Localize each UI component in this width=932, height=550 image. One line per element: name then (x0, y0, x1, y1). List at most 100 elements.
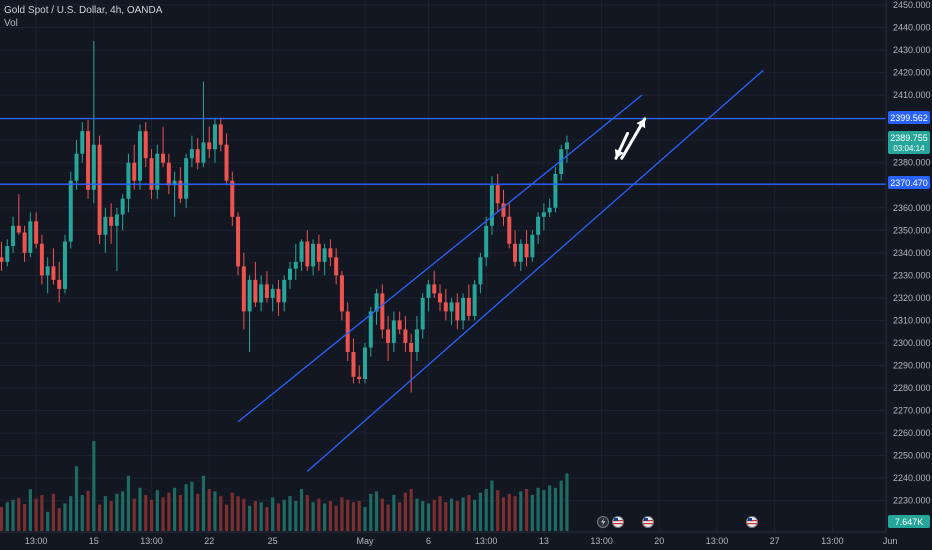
candle-body (137, 131, 142, 181)
candle-body (305, 241, 310, 267)
candle-body (218, 124, 223, 145)
time-axis[interactable]: 13:00 15 13:00 22 25 May 6 13:00 13 13:00 20 13:00 2… (25, 536, 897, 546)
candle (288, 261, 292, 289)
candle-body (282, 279, 287, 303)
candle-body (322, 248, 327, 262)
trend-channel[interactable] (237, 69, 764, 472)
candle-body (57, 279, 62, 289)
price-tick-label: 2310.000 (893, 315, 931, 325)
projection-arrow (614, 131, 630, 160)
candle (345, 302, 350, 361)
candle-body (386, 329, 391, 343)
candle-body (443, 302, 448, 312)
symbol-title[interactable]: Gold Spot / U.S. Dollar, 4h, OANDA (4, 5, 163, 16)
candle (530, 230, 535, 262)
candle-body (91, 144, 96, 190)
candle-body (22, 232, 27, 253)
candle (5, 239, 10, 267)
candle (276, 279, 281, 316)
event-icons[interactable] (597, 516, 758, 528)
candle-body (449, 302, 454, 312)
candle-body (172, 180, 177, 186)
candle (74, 140, 79, 190)
price-label-current[interactable]: 2389.755 03:04:14 (888, 131, 930, 154)
volume-bar (28, 489, 32, 531)
volume-bar (328, 501, 332, 531)
candle-body (484, 225, 489, 258)
candle (0, 241, 4, 271)
volume-bar (271, 497, 275, 531)
volume-bar (276, 503, 281, 531)
candle (513, 230, 518, 267)
candle-body (397, 320, 402, 330)
volume-bar (432, 499, 436, 531)
horizontal-levels[interactable] (0, 117, 886, 185)
price-tick-label: 2260.000 (893, 428, 931, 438)
candle (564, 135, 569, 163)
countdown-text: 03:04:14 (893, 144, 925, 153)
candle (39, 234, 44, 285)
volume-bar (173, 487, 177, 531)
candle (16, 194, 21, 235)
candle (293, 243, 298, 280)
volume-value-label[interactable]: 7.647K (888, 515, 930, 528)
volume-bar (299, 489, 304, 531)
candle-body (114, 214, 119, 226)
volume-bar (161, 497, 165, 531)
us-flag-icon[interactable] (746, 516, 758, 528)
price-label-level-low-text: 2370.470 (890, 178, 928, 188)
candle-body (501, 203, 506, 217)
candle (236, 212, 241, 276)
volume-bar (363, 507, 367, 531)
candle (316, 234, 321, 271)
candle-body (524, 243, 529, 258)
candle (109, 203, 114, 244)
projection-arrows[interactable] (614, 117, 647, 160)
volume-bar (369, 493, 373, 531)
price-label-level-high[interactable]: 2399.562 (888, 111, 930, 124)
volume-bar (340, 497, 344, 531)
candle-body (368, 311, 373, 348)
volume-value-text: 7.647K (895, 517, 924, 527)
candle-body (357, 376, 362, 379)
candle (91, 41, 96, 204)
time-tick-label: 27 (770, 536, 780, 546)
volume-bar (11, 499, 15, 531)
us-flag-icon[interactable] (612, 516, 624, 528)
candle (207, 126, 212, 159)
us-flag-icon[interactable] (642, 516, 654, 528)
candle (420, 293, 425, 339)
candle-body (455, 302, 460, 321)
candle-body (28, 221, 33, 253)
candle-body (559, 149, 564, 174)
price-tick-label: 2420.000 (893, 68, 931, 78)
price-label-level-low[interactable]: 2370.470 (888, 176, 930, 189)
candle-body (547, 207, 552, 213)
candle-body (109, 216, 114, 226)
candle (397, 311, 402, 334)
candle (184, 153, 189, 208)
candle (51, 248, 56, 285)
candle (518, 239, 523, 271)
volume-bar (126, 475, 131, 531)
volume-legend[interactable]: Vol (4, 18, 18, 29)
candle-body (288, 268, 292, 280)
candle-body (247, 279, 252, 312)
candle-body (345, 311, 350, 352)
time-tick-label: 25 (268, 536, 278, 546)
price-axis[interactable]: 2450.000 2440.000 2430.000 2420.000 2410.000… (893, 0, 931, 506)
volume-bar (184, 484, 188, 531)
candle-body (530, 234, 535, 258)
volume-bar (0, 507, 4, 531)
price-tick-label: 2440.000 (893, 23, 931, 33)
volume-bar (201, 475, 206, 531)
volume-bar (484, 489, 488, 531)
candle-body (39, 243, 44, 276)
candle (62, 234, 67, 294)
volume-bar (259, 502, 263, 531)
candle-body (149, 158, 154, 190)
candle-body (426, 284, 431, 298)
candle-body (45, 266, 50, 276)
volume-bar (507, 493, 511, 531)
